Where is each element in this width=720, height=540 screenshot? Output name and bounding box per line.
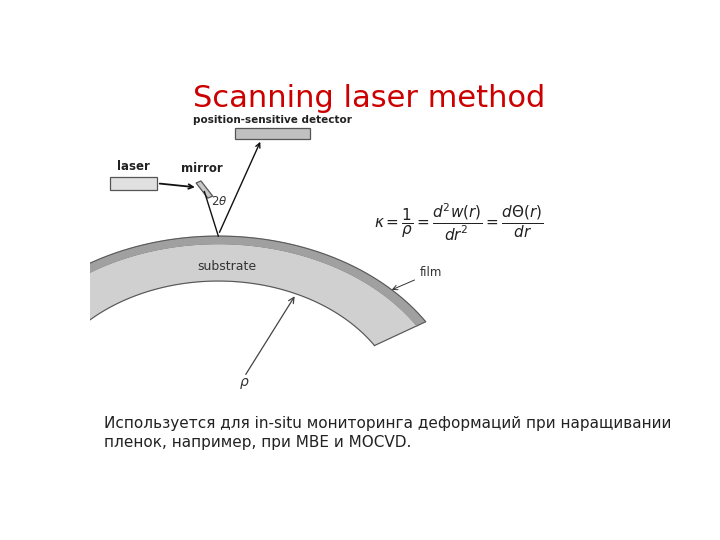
Text: пленок, например, при MBE и MOCVD.: пленок, например, при MBE и MOCVD. (104, 435, 411, 450)
Text: laser: laser (117, 160, 150, 173)
Polygon shape (196, 181, 212, 198)
Text: Scanning laser method: Scanning laser method (193, 84, 545, 112)
Text: $\rho$: $\rho$ (239, 376, 250, 391)
Bar (235, 127, 310, 139)
Polygon shape (11, 236, 426, 326)
Bar (109, 177, 157, 190)
Text: $\kappa = \dfrac{1}{\rho} = \dfrac{d^2w(r)}{dr^2} = \dfrac{d\Theta(r)}{dr}$: $\kappa = \dfrac{1}{\rho} = \dfrac{d^2w(… (374, 202, 543, 244)
Text: film: film (392, 266, 442, 289)
Text: mirror: mirror (181, 162, 223, 175)
Polygon shape (19, 244, 417, 346)
Text: position-sensitive detector: position-sensitive detector (193, 114, 352, 125)
Text: substrate: substrate (197, 260, 256, 273)
Text: 2$\theta$: 2$\theta$ (211, 195, 228, 208)
Text: Используется для in-situ мониторинга деформаций при наращивании: Используется для in-situ мониторинга деф… (104, 416, 671, 431)
